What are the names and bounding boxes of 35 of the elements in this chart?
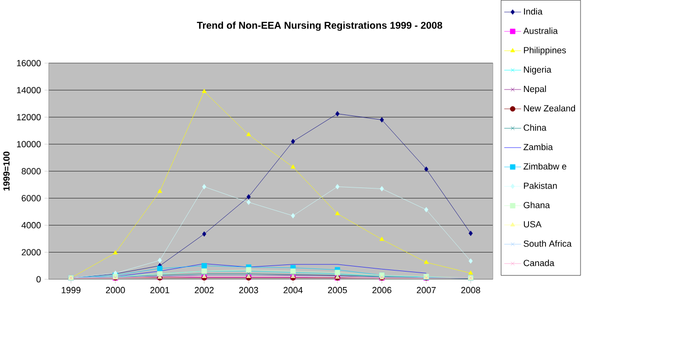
legend-label: Canada	[524, 260, 554, 266]
y-tick-label: 12000	[17, 114, 41, 120]
x-tick-label: 2007	[416, 286, 436, 294]
legend-label: Australia	[523, 27, 558, 34]
legend-label: Nigeria	[524, 66, 552, 74]
legend-label: Philippines	[524, 46, 566, 56]
chart-title: Trend of Non-EEA Nursing Registrations 1999 - 2008	[196, 22, 442, 31]
x-tick-label: 2008	[461, 286, 480, 294]
legend-label: Zimbabw e	[524, 162, 566, 170]
legend-label: New Zealand	[524, 104, 575, 112]
x-tick-label: 2006	[372, 286, 392, 294]
x-tick-label: 2000	[106, 286, 125, 294]
y-tick-label: 8000	[22, 168, 41, 174]
y-tick-label: 0	[36, 276, 41, 282]
legend-label: Nepal	[524, 86, 546, 94]
legend-label: India	[524, 8, 543, 15]
y-tick-label: 16000	[17, 60, 41, 66]
x-tick-label: 1999	[62, 286, 80, 294]
legend-label: USA	[524, 221, 542, 228]
y-tick-label: 2000	[22, 249, 41, 256]
x-tick-label: 2002	[194, 286, 214, 294]
x-tick-label: 2003	[239, 286, 258, 294]
y-tick-label: 14000	[17, 86, 41, 94]
x-tick-label: 2004	[284, 286, 303, 294]
x-tick-label: 2001	[150, 286, 170, 294]
y-tick-label: 10000	[17, 140, 41, 148]
y-tick-label: 6000	[22, 195, 41, 202]
y-tick-label: 4000	[22, 222, 41, 228]
legend-label: Ghana	[524, 202, 550, 208]
y-axis-title: 1999=100	[3, 152, 10, 190]
legend-label: South Africa	[524, 240, 572, 247]
legend-label: China	[524, 124, 546, 131]
legend-label: Pakistan	[524, 182, 557, 189]
x-tick-label: 2005	[328, 286, 347, 294]
legend-label: Zambia	[524, 144, 553, 150]
